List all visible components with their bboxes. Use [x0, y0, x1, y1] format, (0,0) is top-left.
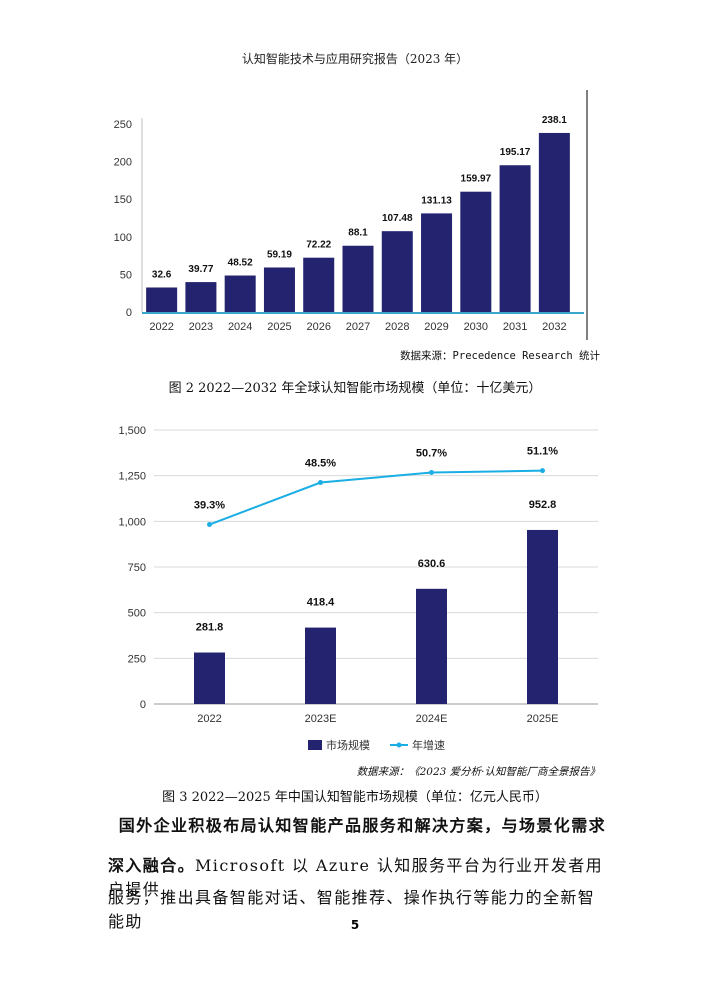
x-tick-label: 2026 — [306, 321, 330, 333]
body-paragraph-line-1: 国外企业积极布局认知智能产品服务和解决方案，与场景化需求 — [118, 816, 606, 835]
body-paragraph-line-2: 深入融合。Microsoft 以 Azure 认知服务平台为行业开发者用户提供 — [108, 852, 606, 900]
y-tick-label: 250 — [114, 119, 132, 131]
x-tick-label: 2024 — [228, 321, 252, 333]
bar — [185, 282, 217, 312]
y-tick-label: 1,250 — [118, 471, 146, 483]
data-label: 32.6 — [152, 269, 172, 280]
x-tick-label: 2031 — [503, 321, 527, 333]
data-label: 39.77 — [188, 264, 213, 275]
chart2-caption: 图 3 2022—2025 年中国认知智能市场规模（单位：亿元人民币） — [162, 790, 548, 805]
y-tick-label: 250 — [128, 653, 146, 665]
data-label: 195.17 — [500, 147, 531, 158]
legend-label-bar: 市场规模 — [326, 738, 370, 752]
growth-data-label: 50.7% — [416, 447, 447, 459]
y-tick-label: 750 — [128, 562, 146, 574]
x-tick-label: 2030 — [464, 321, 488, 333]
bar — [305, 627, 336, 704]
growth-point — [207, 522, 212, 528]
bar-data-label: 952.8 — [529, 499, 557, 511]
bar — [224, 275, 256, 312]
data-label: 131.13 — [421, 195, 452, 206]
data-label: 107.48 — [382, 213, 413, 224]
growth-point — [429, 469, 434, 475]
china-market-combo-chart: 0 250 500 750 1,000 1,250 1,500 281.8 2022 418.4 2… — [118, 425, 598, 752]
legend-label-line: 年增速 — [412, 738, 445, 752]
page-header: 认知智能技术与应用研究报告（2023 年） — [241, 52, 469, 66]
bar — [342, 245, 374, 312]
data-label: 238.1 — [542, 115, 567, 126]
x-tick-label: 2024E — [416, 713, 448, 725]
chart2-source: 数据来源：《2023 爱分析·认知智能厂商全景报告》 — [356, 766, 600, 778]
x-tick-label: 2032 — [542, 321, 566, 333]
x-tick-label: 2029 — [424, 321, 448, 333]
x-tick-label: 2027 — [346, 321, 370, 333]
bar — [538, 132, 570, 312]
x-tick-label: 2022 — [197, 713, 221, 725]
bar — [416, 588, 447, 704]
y-tick-label: 0 — [126, 307, 132, 319]
y-tick-label: 150 — [114, 194, 132, 206]
legend-swatch-bar — [308, 740, 322, 750]
chart1-caption: 图 2 2022—2032 年全球认知智能市场规模（单位：十亿美元） — [168, 381, 542, 396]
bar — [421, 213, 453, 312]
growth-line — [209, 469, 543, 526]
y-tick-label: 0 — [140, 699, 146, 711]
page-number: 5 — [350, 918, 360, 932]
x-tick-label: 2025 — [267, 321, 291, 333]
bar — [499, 165, 531, 312]
data-label: 72.22 — [306, 240, 331, 251]
growth-data-label: 51.1% — [527, 446, 558, 458]
chart1-source: 数据来源：Precedence Research 统计 — [400, 350, 600, 362]
data-label: 59.19 — [267, 249, 292, 260]
x-tick-label: 2022 — [149, 321, 173, 333]
x-tick-label: 2023 — [189, 321, 213, 333]
y-tick-label: 500 — [128, 608, 146, 620]
bar — [194, 652, 225, 704]
data-label: 88.1 — [348, 228, 368, 239]
growth-data-label: 39.3% — [194, 500, 225, 512]
y-tick-label: 100 — [114, 232, 132, 244]
x-tick-label: 2025E — [527, 713, 559, 725]
body-line-2-text: Microsoft 以 Azure 认知服务平台为行业开发者用户提供 — [108, 856, 604, 899]
bar — [527, 529, 558, 704]
bar — [460, 191, 492, 312]
y-tick-label: 1,500 — [118, 425, 146, 437]
growth-point — [540, 468, 545, 474]
growth-data-label: 48.5% — [305, 458, 336, 470]
y-tick-label: 200 — [114, 157, 132, 169]
x-tick-label: 2028 — [385, 321, 409, 333]
bar-data-label: 418.4 — [307, 597, 335, 609]
y-tick-label: 50 — [120, 269, 132, 281]
data-label: 159.97 — [461, 174, 492, 185]
bar — [146, 287, 178, 312]
x-tick-label: 2023E — [305, 713, 337, 725]
global-market-bar-chart: 0 50 100 150 200 250 32.6 2022 39.77 2023 48.52 202… — [114, 90, 588, 340]
bar — [381, 231, 413, 312]
bar — [263, 267, 295, 312]
body-paragraph-line-3: 服务，推出具备智能对话、智能推荐、操作执行等能力的全新智能助 — [108, 888, 596, 931]
bar-data-label: 281.8 — [196, 622, 224, 634]
bar-data-label: 630.6 — [418, 558, 446, 570]
body-bold-lead: 深入融合。 — [108, 856, 196, 875]
bar — [303, 257, 335, 312]
y-tick-label: 1,000 — [118, 516, 146, 528]
legend-swatch-marker — [396, 742, 402, 748]
data-label: 48.52 — [228, 258, 253, 269]
growth-point — [318, 480, 323, 486]
